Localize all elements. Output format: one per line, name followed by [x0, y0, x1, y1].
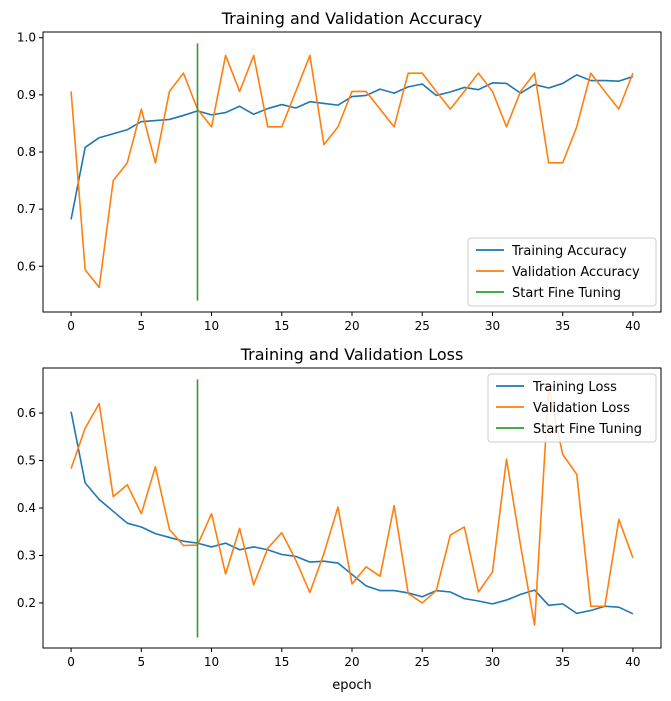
loss-y-tick-label: 0.3	[17, 548, 36, 562]
accuracy-axes: 0 5 10 15 20 25 30 35 40 0.6 0.7 0.8 0.9 1.0	[17, 31, 641, 333]
accuracy-x-tick-label: 0	[67, 319, 75, 333]
loss-x-tick-label: 10	[204, 655, 219, 669]
accuracy-legend: Training Accuracy Validation Accuracy St…	[467, 237, 657, 307]
accuracy-series	[70, 43, 634, 301]
accuracy-series-training-accuracy	[70, 74, 634, 220]
loss-x-tick-label: 35	[555, 655, 570, 669]
accuracy-frame	[42, 31, 662, 313]
legend-label-validation-loss: Validation Loss	[533, 401, 630, 416]
loss-x-tick-label: 30	[485, 655, 500, 669]
loss-frame	[42, 367, 662, 649]
loss-x-tick-label: 0	[67, 655, 75, 669]
accuracy-x-tick-label: 15	[274, 319, 289, 333]
loss-x-tick-label: 40	[625, 655, 640, 669]
loss-y-tick-label: 0.6	[17, 406, 36, 420]
loss-x-tick-label: 20	[344, 655, 359, 669]
loss-x-axis-label: epoch	[332, 678, 372, 693]
accuracy-x-tick-label: 40	[625, 319, 640, 333]
legend-label-training-loss: Training Loss	[532, 380, 617, 395]
accuracy-y-tick-label: 1.0	[17, 31, 36, 45]
loss-legend: Training Loss Validation Loss Start Fine…	[487, 373, 657, 443]
legend-label-validation-accuracy: Validation Accuracy	[512, 265, 640, 280]
loss-series	[70, 379, 634, 638]
loss-chart-title: Training and Validation Loss	[240, 345, 464, 364]
loss-series-training-loss	[70, 411, 634, 615]
accuracy-series-validation-accuracy	[70, 54, 634, 289]
legend-label-start-fine-tuning-loss: Start Fine Tuning	[533, 422, 642, 437]
accuracy-legend-box	[467, 237, 657, 307]
accuracy-y-tick-label: 0.8	[17, 145, 36, 159]
loss-y-tick-label: 0.2	[17, 596, 36, 610]
accuracy-x-tick-label: 30	[485, 319, 500, 333]
loss-series-validation-loss	[70, 387, 634, 627]
accuracy-chart: Training and Validation Accuracy 0 5 10 15 2…	[17, 9, 662, 333]
accuracy-x-tick-label: 10	[204, 319, 219, 333]
loss-x-tick-label: 25	[415, 655, 430, 669]
accuracy-x-tick-label: 5	[137, 319, 145, 333]
accuracy-y-tick-label: 0.6	[17, 259, 36, 273]
accuracy-y-tick-label: 0.7	[17, 202, 36, 216]
accuracy-x-tick-label: 20	[344, 319, 359, 333]
loss-y-tick-label: 0.4	[17, 501, 36, 515]
legend-label-training-accuracy: Training Accuracy	[511, 244, 627, 259]
loss-y-tick-label: 0.5	[17, 454, 36, 468]
loss-axes: 0 5 10 15 20 25 30 35 40 0.2 0.3 0.4 0.5 0.6	[17, 406, 641, 669]
accuracy-y-tick-label: 0.9	[17, 88, 36, 102]
loss-x-tick-label: 5	[137, 655, 145, 669]
accuracy-chart-title: Training and Validation Accuracy	[221, 9, 483, 28]
accuracy-x-tick-label: 35	[555, 319, 570, 333]
loss-x-tick-label: 15	[274, 655, 289, 669]
loss-chart: Training and Validation Loss 0 5 10 15 20 25 3…	[17, 345, 662, 693]
accuracy-x-tick-label: 25	[415, 319, 430, 333]
loss-legend-box	[487, 373, 657, 443]
legend-label-start-fine-tuning: Start Fine Tuning	[512, 286, 621, 301]
